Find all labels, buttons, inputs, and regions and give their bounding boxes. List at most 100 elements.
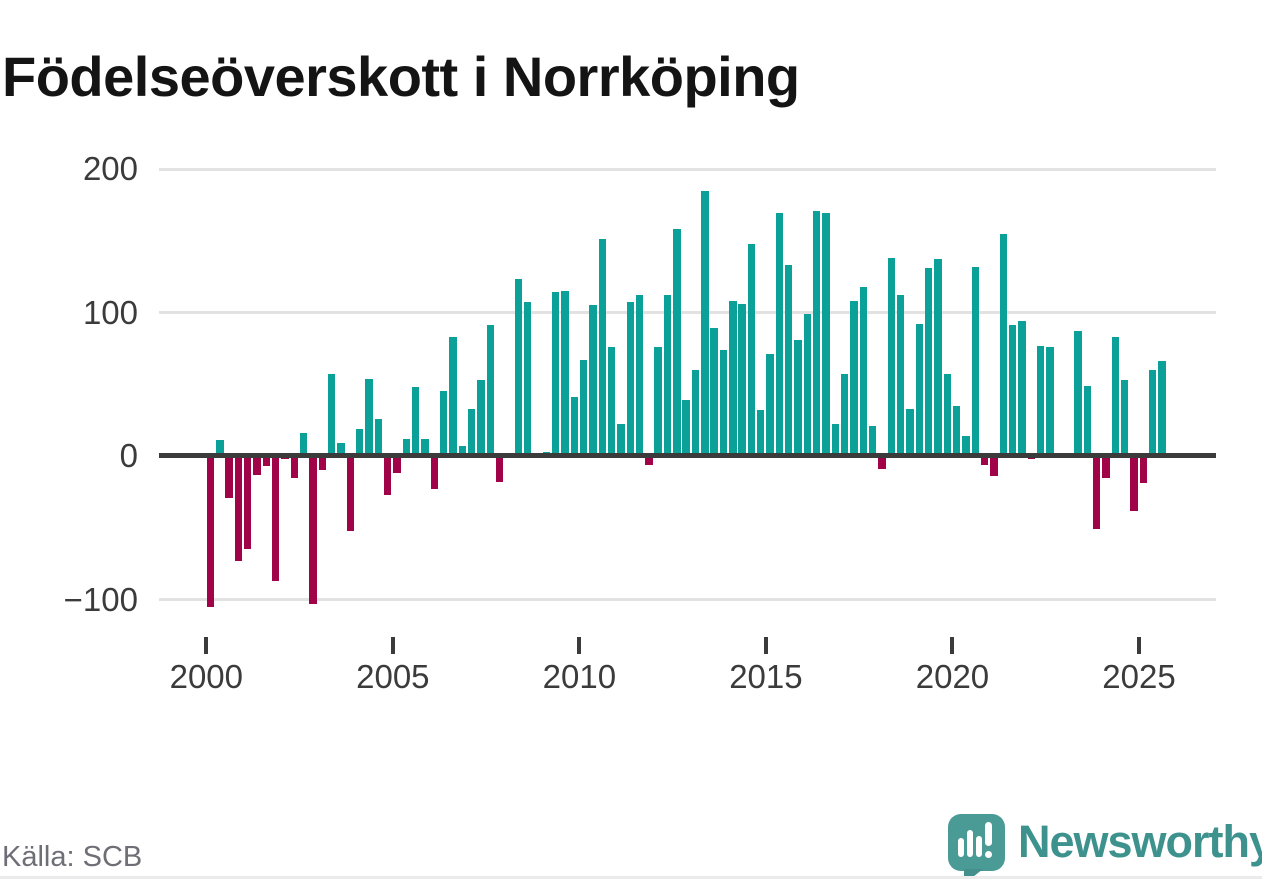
bar-2011-q4 [645, 454, 653, 465]
gridline--100 [159, 598, 1216, 601]
bar-2021-q2 [999, 233, 1007, 458]
bar-2013-q2 [701, 190, 709, 458]
bar-2003-q3 [337, 443, 345, 458]
bar-2015-q4 [794, 339, 802, 458]
bar-2000-q2 [216, 440, 224, 458]
x-tick-label: 2005 [356, 658, 430, 695]
bar-2012-q4 [682, 400, 690, 458]
x-tick-label: 2020 [915, 658, 990, 695]
bar-2011-q1 [617, 424, 625, 458]
bar-2014-q2 [738, 303, 746, 458]
bar-2001-q2 [253, 454, 261, 475]
bar-2013-q1 [691, 369, 700, 458]
source-text: Källa: SCB [2, 841, 143, 873]
bar-2002-q2 [290, 454, 299, 478]
bar-2017-q4 [869, 425, 877, 458]
bar-2024-q3 [1120, 379, 1129, 458]
bar-2017-q1 [841, 374, 849, 458]
bar-2010-q3 [598, 239, 606, 458]
bar-2005-q4 [421, 438, 429, 458]
bar-2006-q2 [439, 391, 448, 458]
bar-2014-q4 [757, 410, 765, 458]
bar-2024-q1 [1102, 454, 1110, 478]
bar-2015-q3 [785, 265, 793, 458]
bar-2004-q1 [356, 428, 364, 458]
bar-2009-q2 [551, 292, 560, 458]
bar-2018-q3 [896, 295, 905, 458]
zero-axis-line [159, 453, 1216, 458]
x-tick-mark [1137, 637, 1141, 654]
bar-2022-q2 [1036, 345, 1045, 458]
bar-2002-q4 [309, 454, 317, 604]
bar-2005-q3 [411, 387, 420, 458]
y-tick-label: 200 [82, 150, 138, 187]
bar-2018-q4 [906, 408, 914, 458]
x-tick-label: 2010 [542, 658, 617, 695]
y-tick-label: 0 [119, 437, 138, 474]
bar-2006-q1 [430, 454, 439, 489]
logo-exclamation-icon [985, 822, 992, 846]
bar-2025-q3 [1158, 361, 1166, 458]
y-tick-label: −100 [63, 580, 138, 618]
bar-2020-q2 [962, 435, 970, 458]
bar-2018-q1 [878, 454, 886, 469]
bar-2021-q1 [990, 454, 998, 477]
speech-bubble-tail-icon [964, 869, 983, 879]
bar-2019-q4 [943, 374, 952, 458]
logo-exclamation-dot-icon [985, 851, 992, 858]
bar-2003-q1 [318, 454, 327, 471]
bar-2006-q4 [458, 445, 467, 458]
bar-2025-q1 [1139, 454, 1147, 484]
logo-chart-bar-icon [967, 830, 973, 857]
bar-2008-q2 [514, 279, 522, 458]
bar-2001-q3 [262, 454, 271, 467]
bar-2021-q4 [1018, 321, 1026, 458]
x-tick-mark [763, 637, 768, 654]
bar-2007-q1 [467, 408, 476, 458]
x-tick-mark [577, 637, 582, 654]
bar-2023-q2 [1074, 331, 1082, 458]
bar-2007-q2 [477, 379, 485, 458]
bar-2020-q3 [971, 266, 979, 458]
bar-2016-q1 [803, 313, 812, 458]
bar-2016-q2 [813, 210, 821, 458]
bar-2001-q4 [272, 454, 280, 581]
bar-2015-q1 [766, 354, 774, 458]
bar-2002-q3 [300, 433, 308, 458]
bar-2022-q3 [1046, 346, 1054, 458]
bar-2016-q4 [831, 424, 840, 458]
bar-2012-q3 [673, 229, 681, 458]
bar-2013-q4 [719, 349, 728, 458]
bar-2006-q3 [449, 336, 457, 458]
x-tick-label: 2015 [729, 658, 803, 695]
bottom-border [0, 876, 1262, 879]
bar-2008-q3 [523, 302, 532, 458]
logo-chart-bar-icon [976, 836, 982, 857]
bar-2011-q3 [635, 295, 644, 458]
bar-2012-q2 [663, 295, 672, 458]
bar-2025-q2 [1148, 369, 1157, 458]
bar-2003-q4 [346, 454, 355, 531]
bar-2007-q4 [495, 454, 504, 482]
gridline-200 [159, 167, 1216, 171]
bar-2020-q1 [952, 405, 961, 458]
x-tick-mark [950, 637, 955, 654]
bar-2014-q1 [729, 301, 737, 458]
bar-2007-q3 [486, 325, 494, 458]
brand-name: Newsworthy [1018, 816, 1262, 867]
bar-2023-q4 [1092, 454, 1101, 530]
bar-2024-q4 [1130, 454, 1138, 511]
bar-2000-q3 [225, 454, 233, 498]
bar-2019-q2 [924, 268, 933, 458]
bar-2017-q2 [850, 301, 858, 458]
bar-2020-q4 [980, 454, 989, 465]
bar-2023-q3 [1083, 385, 1091, 458]
logo-chart-bar-icon [958, 838, 964, 857]
bar-2019-q1 [915, 323, 924, 458]
bar-2000-q1 [206, 454, 215, 607]
bar-2013-q3 [710, 328, 718, 458]
bar-2010-q2 [589, 305, 597, 458]
bar-2014-q3 [747, 243, 756, 458]
